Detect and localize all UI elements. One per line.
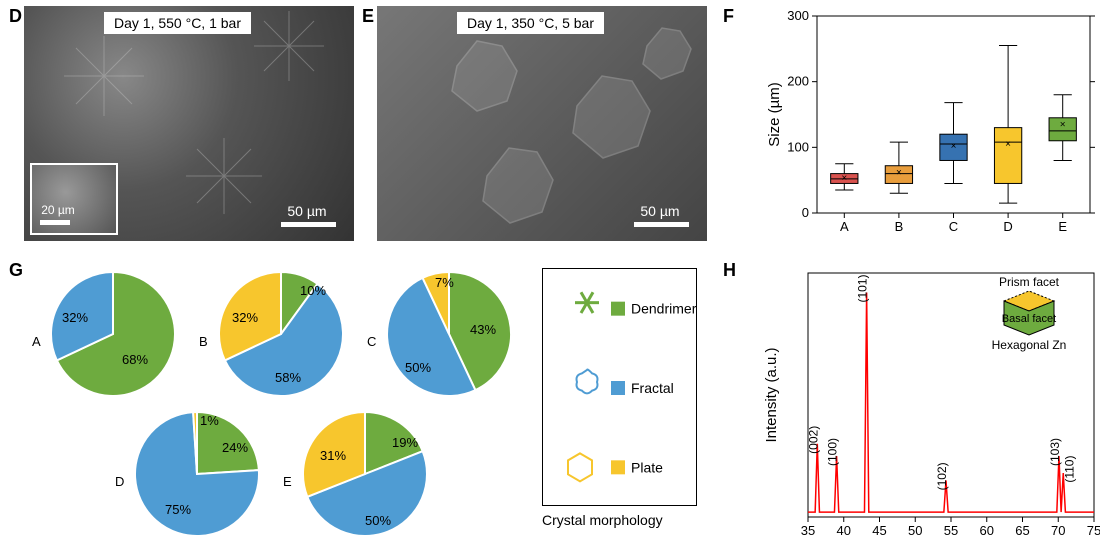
svg-text:C: C <box>949 219 958 234</box>
pie-E-pct-1: 50% <box>365 513 391 528</box>
pie-D <box>135 412 259 536</box>
pie-tag-E: E <box>283 474 292 489</box>
svg-text:Intensity (a.u.): Intensity (a.u.) <box>763 347 780 442</box>
svg-text:(103): (103) <box>1048 438 1062 466</box>
svg-text:(002): (002) <box>806 426 820 454</box>
svg-text:×: × <box>841 173 847 184</box>
pie-B-pct-2: 32% <box>232 310 258 325</box>
svg-text:(100): (100) <box>826 438 840 466</box>
pie-A-pct-1: 32% <box>62 310 88 325</box>
pie-tag-B: B <box>199 334 208 349</box>
pie-A-pct-0: 68% <box>122 352 148 367</box>
pie-B-pct-1: 58% <box>275 370 301 385</box>
panel-label-H: H <box>723 260 736 281</box>
panel-label-G: G <box>9 260 23 281</box>
sem-image-E: Day 1, 350 °C, 5 bar 50 µm <box>377 6 707 241</box>
scale-label-D: 50 µm <box>272 203 342 219</box>
svg-text:Dendrimer: Dendrimer <box>631 301 697 317</box>
svg-text:200: 200 <box>787 74 809 89</box>
svg-text:40: 40 <box>837 523 851 538</box>
svg-text:50: 50 <box>908 523 922 538</box>
boxplot-F: 0 100 200 300 × A × B × C × D × E Size (µm) <box>765 6 1100 241</box>
svg-text:65: 65 <box>1015 523 1029 538</box>
svg-text:70: 70 <box>1051 523 1065 538</box>
svg-text:35: 35 <box>801 523 815 538</box>
svg-text:0: 0 <box>802 205 809 220</box>
caption-D: Day 1, 550 °C, 1 bar <box>104 12 251 34</box>
pie-B-pct-0: 10% <box>300 283 326 298</box>
inset-scale-bar-D <box>40 220 70 225</box>
svg-text:(101): (101) <box>856 275 870 303</box>
pie-tag-C: C <box>367 334 376 349</box>
pie-tag-A: A <box>32 334 41 349</box>
legend-title: Crystal morphology <box>542 512 663 528</box>
svg-text:×: × <box>896 167 902 178</box>
svg-text:E: E <box>1058 219 1067 234</box>
pie-C-pct-2: 7% <box>435 275 454 290</box>
pie-E-pct-2: 31% <box>320 448 346 463</box>
svg-text:60: 60 <box>980 523 994 538</box>
pie-D-pct-0: 24% <box>222 440 248 455</box>
svg-text:×: × <box>1005 139 1011 150</box>
scale-label-E: 50 µm <box>625 203 695 219</box>
svg-text:Hexagonal Zn: Hexagonal Zn <box>992 338 1067 352</box>
svg-text:×: × <box>951 141 957 152</box>
pie-tag-D: D <box>115 474 124 489</box>
svg-text:Basal facet: Basal facet <box>1002 313 1056 325</box>
svg-text:100: 100 <box>787 139 809 154</box>
svg-text:Fractal: Fractal <box>631 380 674 396</box>
legend-box: Dendrimer Fractal Plate <box>542 268 697 506</box>
inset-D: 20 µm <box>30 163 118 235</box>
caption-E: Day 1, 350 °C, 5 bar <box>457 12 604 34</box>
svg-text:×: × <box>1060 119 1066 130</box>
svg-text:(102): (102) <box>935 462 949 490</box>
pie-E-pct-0: 19% <box>392 435 418 450</box>
svg-text:D: D <box>1003 219 1012 234</box>
pie-A <box>51 272 175 396</box>
svg-text:Prism facet: Prism facet <box>999 275 1060 289</box>
xrd-plot-H: 35 40 45 50 55 60 65 70 75 (002) (100) (101) (102) (1… <box>760 265 1100 545</box>
svg-text:300: 300 <box>787 8 809 23</box>
pie-C-pct-0: 43% <box>470 322 496 337</box>
svg-text:55: 55 <box>944 523 958 538</box>
svg-text:Plate: Plate <box>631 459 663 475</box>
panel-label-D: D <box>9 6 22 27</box>
pie-D-pct-2: 1% <box>200 413 219 428</box>
svg-text:75: 75 <box>1087 523 1100 538</box>
svg-text:A: A <box>840 219 849 234</box>
svg-text:(110): (110) <box>1062 456 1076 483</box>
pie-C-pct-1: 50% <box>405 360 431 375</box>
pie-D-pct-1: 75% <box>165 502 191 517</box>
inset-scale-label-D: 20 µm <box>36 203 80 217</box>
svg-text:45: 45 <box>872 523 886 538</box>
scale-bar-E <box>634 222 689 227</box>
scale-bar-D <box>281 222 336 227</box>
panel-label-E: E <box>362 6 374 27</box>
panel-label-F: F <box>723 6 734 27</box>
sem-image-D: Day 1, 550 °C, 1 bar 50 µm 20 µm <box>24 6 354 241</box>
svg-text:B: B <box>895 219 904 234</box>
svg-text:Size (µm): Size (µm) <box>766 82 783 146</box>
